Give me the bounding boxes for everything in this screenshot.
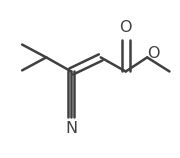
Text: O: O [120, 20, 132, 35]
Text: O: O [147, 46, 160, 61]
Text: N: N [65, 121, 77, 136]
